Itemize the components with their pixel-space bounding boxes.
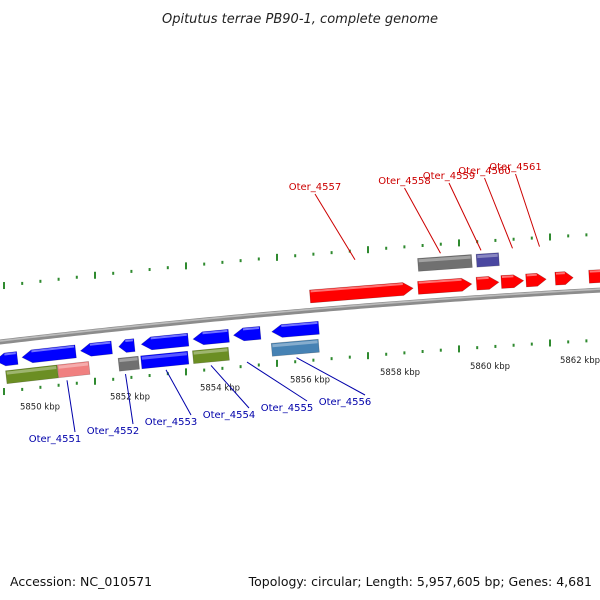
- scale-label: 5860 kbp: [470, 362, 510, 372]
- reverse-gene-7[interactable]: [271, 320, 320, 338]
- reverse-label-leader: [125, 373, 134, 425]
- reverse-gene-1[interactable]: [21, 344, 77, 364]
- reverse-gene-3[interactable]: [118, 338, 136, 354]
- forward-gene-6[interactable]: [588, 267, 600, 284]
- reverse-feature-12[interactable]: [192, 346, 230, 364]
- scale-label: 5862 kbp: [560, 356, 600, 366]
- reverse-strand-genes: [0, 320, 320, 385]
- reverse-gene-labels: Oter_4551 Oter_4552 Oter_4553 Oter_4554 Oter…: [29, 357, 372, 445]
- reverse-gene-label[interactable]: Oter_4556: [319, 397, 372, 408]
- forward-strand-genes: [309, 252, 600, 304]
- forward-label-leader: [484, 177, 513, 249]
- reverse-tick-track: [3, 339, 588, 396]
- reverse-label-leader: [165, 369, 192, 416]
- forward-label-leader: [404, 187, 441, 254]
- reverse-feature-11[interactable]: [140, 350, 190, 370]
- genome-backbone: [0, 287, 600, 345]
- genome-summary-text: Topology: circular; Length: 5,957,605 bp…: [248, 574, 592, 589]
- forward-gene-label[interactable]: Oter_4558: [378, 176, 431, 187]
- reverse-label-leader: [66, 380, 76, 433]
- accession-text: Accession: NC_010571: [10, 574, 152, 589]
- reverse-gene-2[interactable]: [79, 340, 113, 357]
- reverse-label-leader: [296, 357, 366, 396]
- forward-gene-5[interactable]: [554, 271, 574, 286]
- forward-gene-label[interactable]: Oter_4557: [289, 182, 342, 193]
- forward-gene-label[interactable]: Oter_4560: [458, 166, 511, 177]
- reverse-gene-0[interactable]: [0, 351, 19, 368]
- scale-labels: 5850 kbp 5852 kbp 5854 kbp 5856 kbp 5858 kbp…: [20, 356, 600, 412]
- forward-gene-3[interactable]: [500, 274, 525, 289]
- reverse-gene-5[interactable]: [192, 328, 230, 346]
- reverse-feature-8[interactable]: [5, 364, 59, 385]
- reverse-gene-label[interactable]: Oter_4555: [261, 403, 314, 414]
- reverse-gene-label[interactable]: Oter_4554: [203, 410, 256, 421]
- forward-label-leader: [515, 173, 540, 247]
- reverse-feature-9[interactable]: [56, 361, 91, 379]
- reverse-gene-6[interactable]: [232, 326, 262, 342]
- reverse-gene-label[interactable]: Oter_4552: [87, 426, 140, 437]
- scale-label: 5854 kbp: [200, 384, 240, 394]
- forward-feature-8[interactable]: [475, 252, 500, 268]
- reverse-label-leader: [210, 365, 250, 409]
- forward-label-leader: [448, 182, 482, 251]
- genome-title: Opitutus terrae PB90-1, complete genome: [162, 12, 438, 27]
- forward-gene-4[interactable]: [525, 272, 547, 288]
- reverse-gene-label[interactable]: Oter_4553: [145, 417, 198, 428]
- forward-gene-1[interactable]: [417, 277, 473, 295]
- forward-feature-7[interactable]: [417, 254, 473, 272]
- backbone-highlight: [0, 288, 600, 342]
- reverse-gene-4[interactable]: [140, 332, 190, 351]
- scale-label: 5850 kbp: [20, 402, 60, 412]
- reverse-gene-label[interactable]: Oter_4551: [29, 434, 82, 445]
- reverse-feature-10[interactable]: [117, 355, 140, 372]
- forward-gene-label[interactable]: Oter_4559: [423, 171, 476, 182]
- forward-gene-2[interactable]: [475, 276, 500, 291]
- reverse-feature-13[interactable]: [270, 338, 320, 357]
- scale-label: 5852 kbp: [110, 393, 150, 403]
- forward-gene-0[interactable]: [309, 282, 414, 304]
- forward-gene-labels: Oter_4557 Oter_4558Oter_4559Oter_4560Oter…: [289, 162, 542, 260]
- scale-label: 5858 kbp: [380, 368, 420, 378]
- forward-label-leader: [314, 193, 356, 260]
- forward-tick-track: [3, 233, 588, 290]
- scale-label: 5856 kbp: [290, 375, 330, 385]
- forward-gene-label[interactable]: Oter_4561: [489, 162, 542, 173]
- reverse-label-leader: [246, 361, 308, 402]
- backbone-line: [0, 287, 600, 345]
